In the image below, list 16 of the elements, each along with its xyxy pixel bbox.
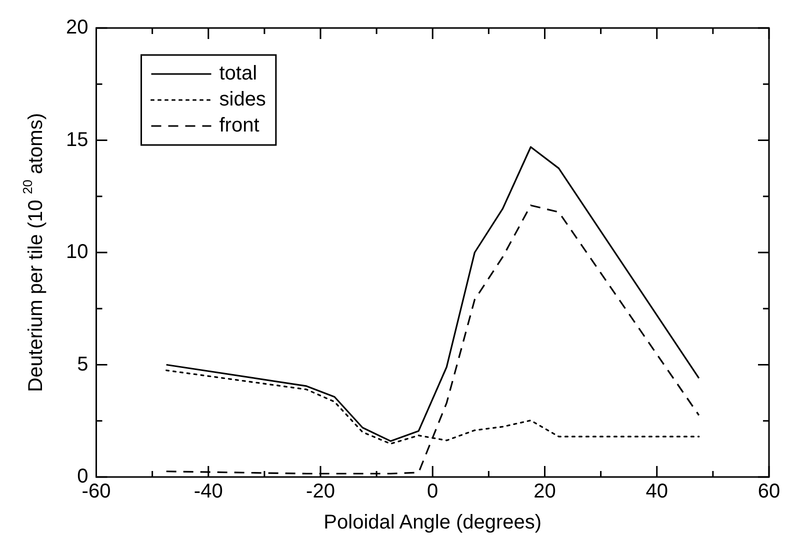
x-tick-label: 40 [646,480,668,503]
x-tick-label: -40 [194,480,223,503]
y-tick-label: 0 [77,466,88,488]
x-tick-label: 60 [758,480,780,503]
y-tick-label: 15 [66,128,88,151]
y-tick-label: 20 [66,16,88,39]
x-tick-label: 0 [427,480,438,503]
y-tick-label: 10 [66,241,88,264]
legend-label: front [219,114,260,137]
x-tick-label: -20 [306,480,335,503]
x-axis-title: Poloidal Angle (degrees) [324,512,542,534]
legend-label: sides [219,88,266,111]
y-axis-title: Deuterium per tile (10 20 atoms) [20,112,47,392]
legend-label: total [219,62,258,85]
x-tick-label: 20 [534,480,556,503]
y-tick-label: 5 [77,353,88,376]
